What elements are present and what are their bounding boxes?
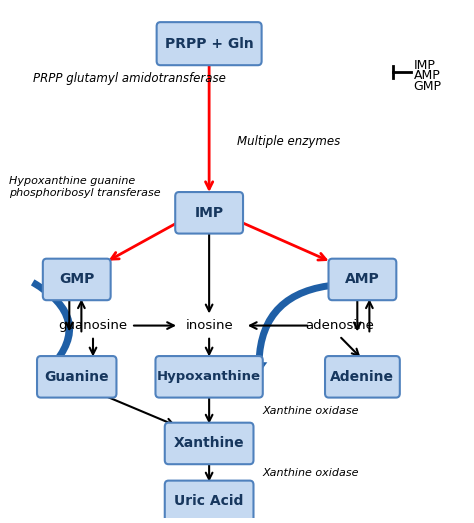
Text: Xanthine oxidase: Xanthine oxidase bbox=[263, 468, 359, 478]
Text: Xanthine oxidase: Xanthine oxidase bbox=[263, 406, 359, 416]
Text: Adenine: Adenine bbox=[330, 370, 394, 384]
FancyArrowPatch shape bbox=[251, 281, 337, 374]
FancyBboxPatch shape bbox=[165, 481, 254, 522]
Text: GMP: GMP bbox=[413, 79, 441, 93]
FancyBboxPatch shape bbox=[328, 259, 396, 300]
FancyBboxPatch shape bbox=[325, 356, 400, 397]
FancyArrowPatch shape bbox=[31, 279, 73, 376]
Text: Xanthine: Xanthine bbox=[174, 437, 245, 450]
FancyBboxPatch shape bbox=[175, 192, 243, 234]
Text: Uric Acid: Uric Acid bbox=[174, 494, 244, 508]
Text: IMP: IMP bbox=[413, 59, 436, 72]
Text: adenosine: adenosine bbox=[305, 319, 374, 332]
FancyBboxPatch shape bbox=[37, 356, 117, 397]
FancyBboxPatch shape bbox=[165, 423, 254, 464]
Text: AMP: AMP bbox=[345, 272, 380, 287]
Text: IMP: IMP bbox=[194, 206, 224, 220]
Text: AMP: AMP bbox=[413, 70, 440, 83]
Text: Hypoxanthine guanine
phosphoribosyl transferase: Hypoxanthine guanine phosphoribosyl tran… bbox=[9, 176, 161, 198]
Text: PRPP glutamyl amidotransferase: PRPP glutamyl amidotransferase bbox=[33, 72, 226, 85]
FancyBboxPatch shape bbox=[156, 22, 262, 65]
Text: inosine: inosine bbox=[185, 319, 233, 332]
Text: PRPP + Gln: PRPP + Gln bbox=[165, 37, 254, 51]
FancyBboxPatch shape bbox=[155, 356, 263, 397]
Text: guanosine: guanosine bbox=[58, 319, 128, 332]
FancyBboxPatch shape bbox=[43, 259, 110, 300]
Text: Hypoxanthine: Hypoxanthine bbox=[157, 370, 261, 383]
Text: Guanine: Guanine bbox=[45, 370, 109, 384]
Text: Multiple enzymes: Multiple enzymes bbox=[237, 134, 340, 147]
Text: GMP: GMP bbox=[59, 272, 94, 287]
